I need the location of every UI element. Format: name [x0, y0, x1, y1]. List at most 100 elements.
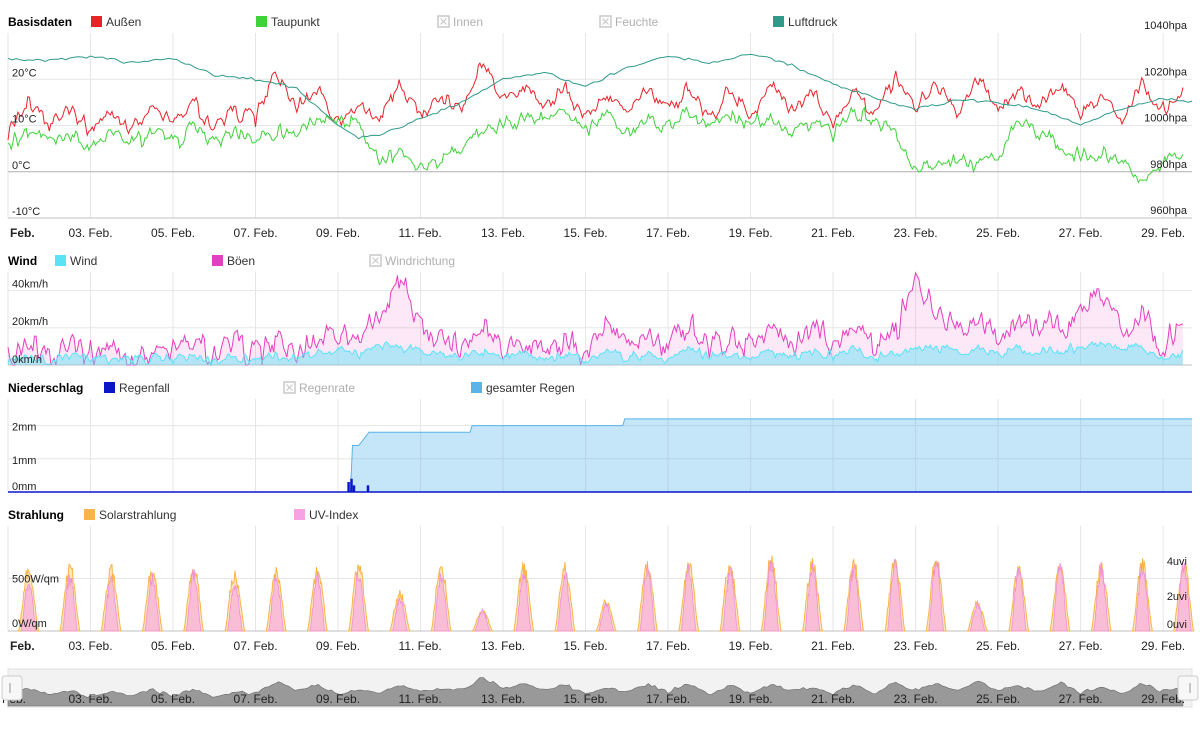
navigator-tick-label: 09. Feb. [316, 692, 360, 706]
series-line-aussen [7, 61, 1184, 141]
legend-item-feuchte[interactable]: Feuchte [599, 15, 659, 29]
plot-grid-basisdaten [7, 33, 1192, 219]
x-axis-labels-strahlung: Feb. 03. Feb. 05. Feb. 07. Feb. 09. Feb. 11. … [10, 639, 1185, 653]
legend-swatch-taupunkt [256, 16, 267, 27]
x-tick-label: 27. Feb. [1059, 226, 1103, 240]
legend-item-solarstrahlung[interactable]: Solarstrahlung [84, 508, 176, 522]
rain-bar [352, 485, 356, 492]
legend-label-wind: Wind [70, 254, 97, 268]
x-tick-label: 15. Feb. [564, 226, 608, 240]
series-area-uv-index [20, 559, 1192, 632]
legend-label-regenrate: Regenrate [299, 381, 355, 395]
legend-item-uv-index[interactable]: UV-Index [294, 508, 358, 522]
legend-label-windrichtung: Windrichtung [385, 254, 455, 268]
legend-label-boeen: Böen [227, 254, 255, 268]
x-tick-label: 03. Feb. [69, 639, 113, 653]
y-tick-label: 40km/h [12, 279, 48, 291]
y-tick-label: 500W/qm [12, 574, 59, 586]
x-tick-label: 17. Feb. [646, 226, 690, 240]
disabled-x-icon [286, 384, 293, 391]
y-tick-label: 20°C [12, 67, 37, 79]
x-tick-label: 13. Feb. [481, 639, 525, 653]
x-tick-label: 13. Feb. [481, 226, 525, 240]
x-tick-label: 09. Feb. [316, 639, 360, 653]
x-tick-label: 29. Feb. [1141, 639, 1185, 653]
series-line-taupunkt [7, 105, 1184, 184]
x-tick-label: 21. Feb. [811, 226, 855, 240]
x-tick-label: 27. Feb. [1059, 639, 1103, 653]
legend-label-innen: Innen [453, 15, 483, 29]
y-axis-labels-wind: 0km/h 20km/h 40km/h [12, 279, 48, 366]
navigator-tick-label: 03. Feb. [69, 692, 113, 706]
panel-title-strahlung: Strahlung [8, 508, 64, 522]
y-tick-label: 0W/qm [12, 618, 47, 630]
y-axis-labels-basisdaten: -10°C 0°C 10°C 20°C 960hpa 980hpa 1000hpa 1020h… [12, 20, 1188, 218]
legend-swatch-solarstrahlung [84, 509, 95, 520]
x-tick-label: 19. Feb. [729, 226, 773, 240]
series-line-gesamter-regen [8, 418, 1192, 493]
navigator-tick-label: 15. Feb. [564, 692, 608, 706]
rain-bar [347, 482, 350, 492]
x-tick-label: 19. Feb. [729, 639, 773, 653]
series-line-boeen [7, 271, 1184, 367]
navigator-handle-right[interactable] [1177, 675, 1199, 701]
legend-swatch-gesamter-regen [471, 382, 482, 393]
navigator-tick-label: 23. Feb. [894, 692, 938, 706]
legend-item-gesamter-regen[interactable]: gesamter Regen [471, 381, 575, 395]
y-right-tick-label: 0uvi [1167, 619, 1187, 631]
x-tick-label: 25. Feb. [976, 639, 1020, 653]
legend-swatch-aussen [91, 16, 102, 27]
panel-basisdaten: Basisdaten Außen Taupunkt Innen Feuchte … [7, 15, 1193, 240]
legend-item-innen[interactable]: Innen [437, 15, 483, 29]
plot-series-basisdaten [7, 53, 1193, 184]
series-area-gesamter-regen [8, 418, 1192, 492]
legend-label-uv-index: UV-Index [309, 508, 358, 522]
legend-item-boeen[interactable]: Böen [212, 254, 255, 268]
y-tick-label: 20km/h [12, 316, 48, 328]
disabled-x-icon [372, 257, 379, 264]
x-tick-label: 09. Feb. [316, 226, 360, 240]
legend-swatch-feuchte [599, 15, 612, 28]
panel-title-basisdaten: Basisdaten [8, 15, 72, 29]
y-tick-label: 0mm [12, 481, 36, 493]
legend-item-luftdruck[interactable]: Luftdruck [773, 15, 838, 29]
x-tick-label: 23. Feb. [894, 226, 938, 240]
legend-item-regenfall[interactable]: Regenfall [104, 381, 170, 395]
legend-item-aussen[interactable]: Außen [91, 15, 141, 29]
navigator-tick-label: 13. Feb. [481, 692, 525, 706]
y-right-tick-label: 960hpa [1150, 205, 1188, 217]
y-axis-labels-strahlung: 0W/qm 500W/qm 0uvi 2uvi 4uvi [12, 556, 1187, 631]
y-right-tick-label: 1020hpa [1144, 66, 1188, 78]
legend-swatch-windrichtung [369, 254, 382, 267]
x-tick-label: 11. Feb. [399, 639, 442, 653]
series-line-luftdruck [7, 53, 1193, 140]
plot-grid-wind [7, 272, 1192, 366]
legend-swatch-boeen [212, 255, 223, 266]
panel-title-wind: Wind [8, 254, 37, 268]
legend-label-regenfall: Regenfall [119, 381, 170, 395]
navigator-tick-label: 19. Feb. [729, 692, 773, 706]
legend-swatch-wind [55, 255, 66, 266]
x-tick-label: 23. Feb. [894, 639, 938, 653]
navigator-tick-label: 07. Feb. [234, 692, 278, 706]
navigator[interactable]: Feb.03. Feb.05. Feb.07. Feb.09. Feb.11. … [1, 668, 1199, 708]
x-tick-label: 29. Feb. [1141, 226, 1185, 240]
legend-item-wind[interactable]: Wind [55, 254, 97, 268]
disabled-x-icon [440, 18, 447, 25]
panel-title-niederschlag: Niederschlag [8, 381, 83, 395]
navigator-handle-left[interactable] [1, 675, 23, 701]
legend-item-taupunkt[interactable]: Taupunkt [256, 15, 320, 29]
legend-item-regenrate[interactable]: Regenrate [283, 381, 355, 395]
legend-swatch-regenfall [104, 382, 115, 393]
legend-label-solarstrahlung: Solarstrahlung [99, 508, 176, 522]
navigator-area [7, 677, 1184, 707]
y-tick-label: 0km/h [12, 354, 42, 366]
y-right-tick-label: 4uvi [1167, 556, 1187, 568]
legend-label-feuchte: Feuchte [615, 15, 659, 29]
legend-item-windrichtung[interactable]: Windrichtung [369, 254, 455, 268]
rain-bar [350, 478, 353, 492]
legend-swatch-luftdruck [773, 16, 784, 27]
rain-bar [366, 485, 370, 492]
